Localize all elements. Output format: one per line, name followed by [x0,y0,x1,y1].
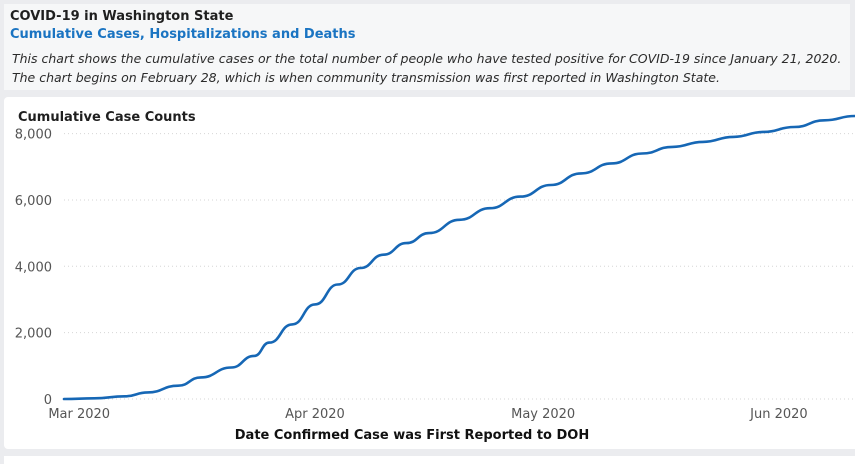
chart-gridlines [64,133,855,400]
cumulative-case-chart: Cumulative Case Counts 0 2,000 4,000 6,000 8… [15,110,855,443]
x-axis-ticks: Mar 2020 Apr 2020 May 2020 Jun 2020 [48,407,807,422]
y-tick-label: 0 [44,393,52,408]
description: This chart shows the cumulative cases or… [12,49,841,87]
chart-title: Cumulative Case Counts [18,110,196,125]
y-tick-label: 4,000 [15,260,52,275]
x-tick-label: Jun 2020 [749,407,808,422]
series-line-cumulative-cases [62,114,855,401]
y-tick-label: 2,000 [15,327,52,342]
y-tick-label: 8,000 [15,128,52,143]
page-title: COVID-19 in Washington State [10,9,234,24]
page-subtitle: Cumulative Cases, Hospitalizations and D… [10,27,356,42]
header-panel: COVID-19 in Washington State Cumulative … [4,4,850,90]
x-tick-label: Mar 2020 [48,407,110,422]
x-axis-label: Date Confirmed Case was First Reported t… [235,428,590,443]
chart-card: Cumulative Case Counts 0 2,000 4,000 6,000 8… [4,97,855,449]
y-tick-label: 6,000 [15,194,52,209]
description-line-1: This chart shows the cumulative cases or… [12,51,842,66]
y-axis-ticks: 0 2,000 4,000 6,000 8,000 [15,128,52,408]
x-tick-label: Apr 2020 [285,407,345,422]
description-line-2: The chart begins on February 28, which i… [12,70,720,85]
next-card-edge [4,456,855,464]
x-tick-label: May 2020 [511,407,575,422]
